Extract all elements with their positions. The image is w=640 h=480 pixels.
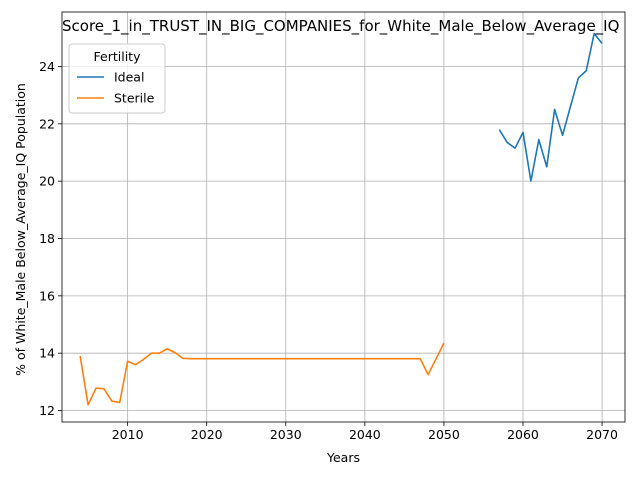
x-tick-label: 2010 [112,427,144,442]
x-axis-label: Years [326,450,360,465]
x-tick-label: 2060 [507,427,539,442]
legend-label-ideal: Ideal [114,70,144,85]
y-tick-label: 16 [39,288,55,303]
y-axis-ticks: 12 14 16 18 20 22 24 [39,59,62,418]
y-tick-label: 18 [39,231,55,246]
y-tick-label: 20 [39,174,55,189]
y-tick-label: 22 [39,116,55,131]
y-tick-label: 14 [39,346,55,361]
y-axis-label: % of White_Male Below_Average_IQ Populat… [13,83,28,376]
chart-title: Score_1_in_TRUST_IN_BIG_COMPANIES_for_Wh… [62,17,619,36]
legend-label-sterile: Sterile [114,91,155,106]
y-tick-label: 24 [39,59,55,74]
x-tick-label: 2020 [191,427,223,442]
x-tick-label: 2040 [349,427,381,442]
x-tick-label: 2050 [428,427,460,442]
y-tick-label: 12 [39,403,55,418]
x-tick-label: 2030 [270,427,302,442]
legend: Fertility Ideal Sterile [69,44,165,113]
series-line-ideal [499,34,602,182]
x-tick-label: 2070 [586,427,618,442]
series-line-sterile [80,343,444,405]
legend-title: Fertility [94,49,142,64]
x-axis-ticks: 2010 2020 2030 2040 2050 2060 2070 [112,422,618,442]
